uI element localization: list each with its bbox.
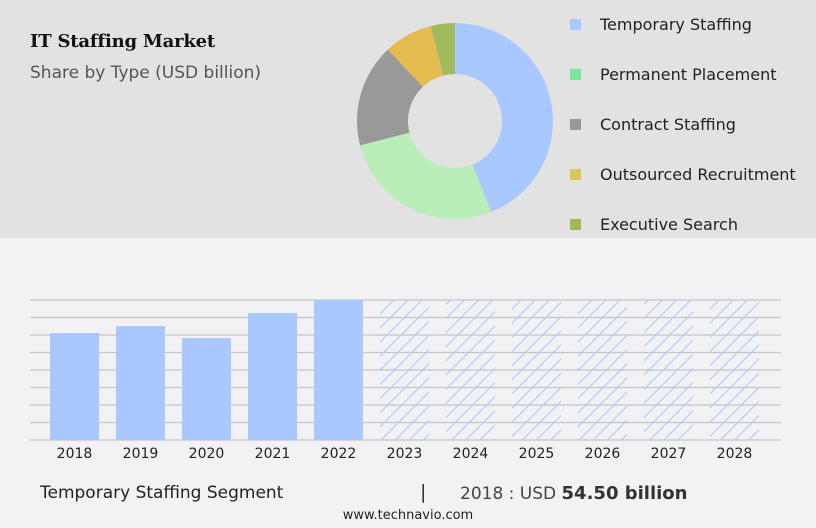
legend-item-executive-search: Executive Search: [570, 214, 738, 234]
donut-slice-outsourced-recruitment: [387, 26, 444, 87]
x-tick-label: 2022: [320, 446, 357, 462]
legend-label: Contract Staffing: [600, 114, 736, 134]
x-tick-label: 2018: [56, 446, 93, 462]
donut-slice-contract-staffing: [357, 49, 423, 146]
x-tick-label: 2020: [188, 446, 225, 462]
donut-slice-permanent-placement: [360, 132, 492, 219]
footer-separator: |: [420, 481, 427, 503]
segment-label: Temporary Staffing Segment: [40, 483, 284, 503]
legend-item-contract-staffing: Contract Staffing: [570, 114, 736, 134]
legend-label: Outsourced Recruitment: [600, 164, 796, 184]
forecast-bar-2024: [446, 300, 495, 440]
legend-swatch: [570, 68, 581, 80]
x-tick-label: 2019: [122, 446, 159, 462]
forecast-bar-2023: [380, 300, 429, 440]
segment-value: 2018 : USD 54.50 billion: [460, 483, 687, 504]
legend-label: Temporary Staffing: [600, 14, 752, 34]
x-tick-label: 2025: [518, 446, 555, 462]
donut-slice-executive-search: [430, 23, 455, 76]
bar-2022: [314, 300, 363, 440]
legend-item-temporary-staffing: Temporary Staffing: [570, 14, 752, 34]
forecast-bar-2025: [512, 300, 561, 440]
legend-swatch: [570, 168, 581, 180]
x-tick-label: 2026: [584, 446, 621, 462]
legend-label: Permanent Placement: [600, 64, 777, 84]
x-tick-label: 2027: [650, 446, 687, 462]
x-tick-label: 2028: [716, 446, 753, 462]
forecast-bar-2028: [710, 300, 759, 440]
bar-2019: [116, 326, 165, 440]
x-tick-label: 2024: [452, 446, 489, 462]
source-url: www.technavio.com: [342, 508, 474, 523]
legend-item-permanent-placement: Permanent Placement: [570, 64, 776, 84]
chart-title: IT Staffing Market: [30, 31, 216, 52]
bar-2021: [248, 312, 297, 440]
donut-chart: [357, 23, 554, 219]
bar-2018: [50, 332, 99, 440]
legend-swatch: [570, 18, 581, 30]
chart-subtitle: Share by Type (USD billion): [30, 63, 262, 83]
x-tick-label: 2021: [254, 446, 291, 462]
legend-swatch: [570, 118, 581, 130]
bar-2020: [182, 338, 231, 440]
legend-item-outsourced-recruitment: Outsourced Recruitment: [570, 164, 796, 184]
value-amount: 54.50 billion: [561, 483, 688, 504]
value-prefix: 2018 : USD: [460, 484, 562, 504]
forecast-bar-2026: [578, 300, 627, 440]
forecast-bar-2027: [644, 300, 693, 440]
legend-label: Executive Search: [600, 214, 738, 234]
legend-swatch: [570, 218, 581, 230]
x-tick-label: 2023: [386, 446, 423, 462]
donut-slice-temporary-staffing: [455, 23, 554, 213]
